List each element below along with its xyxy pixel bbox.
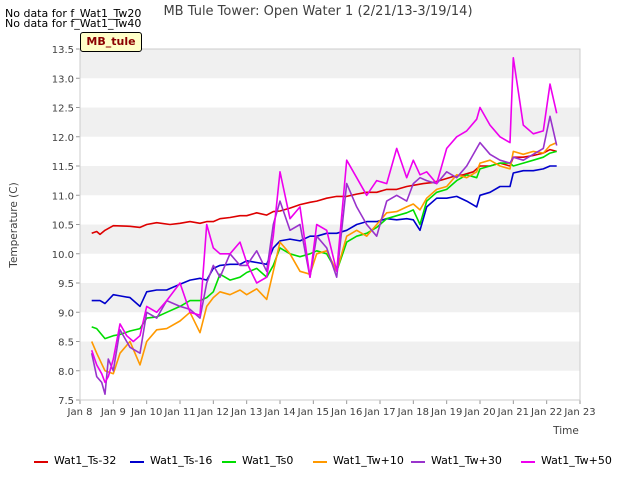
x-tick-label: Jan 18 <box>397 407 429 418</box>
legend-label: Wat1_Ts0 <box>242 454 294 467</box>
y-axis-label: Temperature (C) <box>8 182 20 268</box>
grid-band <box>80 283 580 313</box>
legend-label: Wat1_Ts-16 <box>150 454 213 467</box>
no-data-note: No data for f_Wat1_Tw20 <box>5 7 142 20</box>
y-tick-label: 8.0 <box>58 367 74 378</box>
x-tick-label: Jan 8 <box>67 407 93 418</box>
no-data-note: No data for f_Wat1_Tw40 <box>5 17 142 30</box>
grid-band <box>80 49 580 79</box>
x-tick-label: Jan 23 <box>563 407 595 418</box>
y-tick-label: 13.5 <box>52 45 74 56</box>
legend-swatch <box>222 461 236 463</box>
legend-swatch <box>313 461 327 463</box>
grid-band <box>80 195 580 225</box>
grid-band <box>80 224 580 254</box>
legend-swatch <box>521 461 535 463</box>
grid-band <box>80 312 580 342</box>
legend-swatch <box>411 461 425 463</box>
grid-band <box>80 370 580 400</box>
x-tick-label: Jan 10 <box>130 407 162 418</box>
x-tick-label: Jan 16 <box>330 407 362 418</box>
series-line-wat1-tw-50 <box>90 56 558 384</box>
legend-label: Wat1_Ts-32 <box>54 454 117 467</box>
x-tick-label: Jan 20 <box>463 407 495 418</box>
x-tick-label: Jan 19 <box>430 407 462 418</box>
legend: Wat1_Ts-32 Wat1_Ts-16 Wat1_Ts0 Wat1_Tw+10 Wa… <box>0 454 640 470</box>
series-lines <box>90 56 558 396</box>
series-line-wat1-ts-32 <box>91 148 557 236</box>
x-tick-label: Jan 17 <box>363 407 395 418</box>
grid-band <box>80 136 580 166</box>
grid-band <box>80 341 580 371</box>
legend-label: Wat1_Tw+30 <box>431 454 502 467</box>
chart-title: MB Tule Tower: Open Water 1 (2/21/13-3/1… <box>163 4 472 19</box>
x-tick-label: Jan 22 <box>530 407 562 418</box>
x-tick-label: Jan 11 <box>163 407 195 418</box>
plot-background-bands <box>80 49 580 400</box>
grid-band <box>80 78 580 108</box>
y-tick-label: 9.5 <box>58 279 74 290</box>
y-tick-label: 8.5 <box>58 338 74 349</box>
y-tick-label: 12.5 <box>52 104 74 115</box>
series-line-wat1-tw-10 <box>90 141 558 375</box>
legend-label: Wat1_Tw+50 <box>541 454 612 467</box>
x-tick-label: Jan 12 <box>197 407 229 418</box>
y-tick-label: 11.0 <box>52 191 74 202</box>
legend-swatch <box>34 461 48 463</box>
y-tick-label: 13.0 <box>52 74 74 85</box>
plot-frame <box>79 48 581 401</box>
y-tick-label: 10.5 <box>52 221 74 232</box>
x-axis-label: Time <box>552 425 579 437</box>
y-tick-label: 12.0 <box>52 133 74 144</box>
legend-swatch <box>130 461 144 463</box>
x-tick-label: Jan 21 <box>497 407 529 418</box>
x-tick-label: Jan 9 <box>100 407 126 418</box>
series-line-wat1-ts-16 <box>91 165 557 308</box>
y-tick-label: 10.0 <box>52 250 74 261</box>
x-axis-ticks: Jan 8 Jan 9 Jan 10 Jan 11 Jan 12 Jan 13 Jan 14… <box>67 400 596 418</box>
x-tick-label: Jan 13 <box>230 407 262 418</box>
x-tick-label: Jan 15 <box>297 407 329 418</box>
y-tick-label: 9.0 <box>58 308 74 319</box>
grid-band <box>80 166 580 196</box>
x-tick-label: Jan 14 <box>263 407 295 418</box>
y-tick-label: 11.5 <box>52 162 74 173</box>
y-axis-ticks: 7.5 8.0 8.5 9.0 9.5 10.0 10.5 11.0 11.5 12.0 12.5 1… <box>52 45 80 407</box>
site-badge: MB_tule <box>80 32 142 52</box>
grid-band <box>80 107 580 137</box>
y-tick-label: 7.5 <box>58 396 74 407</box>
legend-label: Wat1_Tw+10 <box>333 454 404 467</box>
